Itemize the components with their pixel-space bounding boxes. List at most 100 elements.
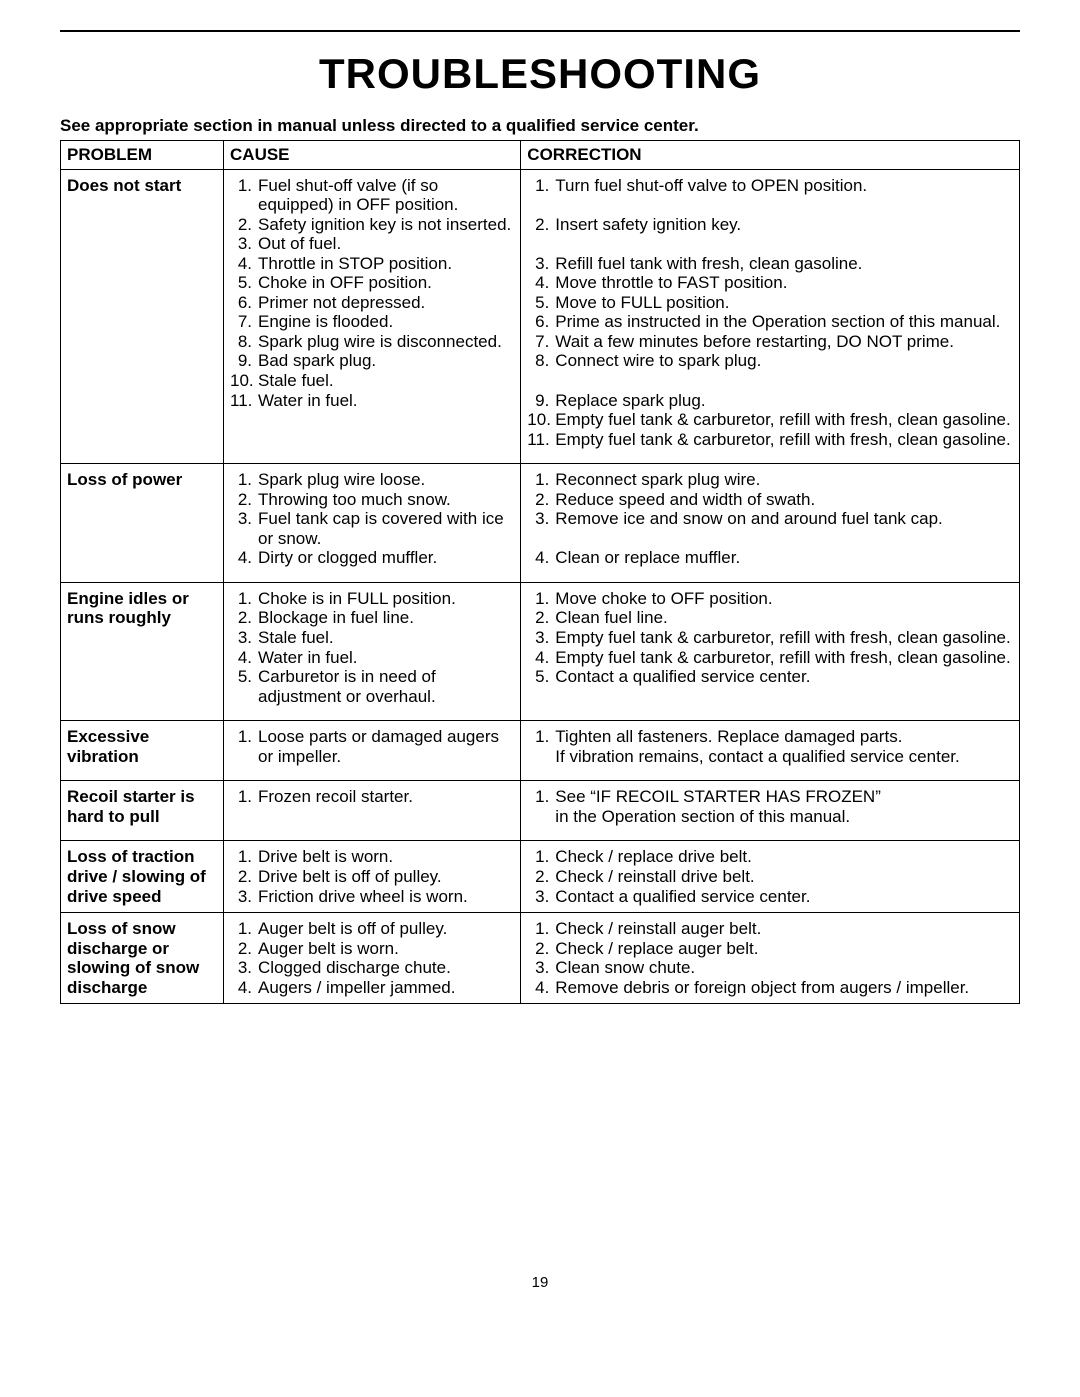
list-item-number: 8. (230, 332, 258, 352)
list-item (527, 529, 1013, 549)
list-item-number: 5. (527, 293, 555, 313)
list-item-text: If vibration remains, contact a qualifie… (555, 747, 1013, 767)
problem-cell: Loss of traction drive / slowing of driv… (61, 841, 224, 913)
cause-cell: 1.Spark plug wire loose.2.Throwing too m… (224, 464, 521, 583)
list-item-text: Water in fuel. (258, 648, 514, 668)
list-item-number: 11. (527, 430, 555, 450)
list-item: 4.Dirty or clogged muffler. (230, 548, 514, 568)
list-item-text: Throwing too much snow. (258, 490, 514, 510)
list-item-text: Choke is in FULL position. (258, 589, 514, 609)
list-item-text: Check / replace auger belt. (555, 939, 1013, 959)
list-item-text (555, 529, 1013, 549)
list-item: 1.Turn fuel shut-off valve to OPEN posit… (527, 176, 1013, 196)
table-row: Loss of traction drive / slowing of driv… (61, 841, 1020, 913)
correction-cell: 1.Turn fuel shut-off valve to OPEN posit… (521, 169, 1020, 464)
list-item: 5.Choke in OFF position. (230, 273, 514, 293)
list-item-text: Auger belt is off of pulley. (258, 919, 514, 939)
list-item: 5.Move to FULL position. (527, 293, 1013, 313)
problem-label: Loss of traction drive / slowing of driv… (67, 847, 206, 905)
list-item-text: Engine is flooded. (258, 312, 514, 332)
list-item: 3.Empty fuel tank & carburetor, refill w… (527, 628, 1013, 648)
list-item-number: 1. (230, 727, 258, 747)
problem-label: Recoil starter is hard to pull (67, 787, 195, 826)
list-item: 3.Remove ice and snow on and around fuel… (527, 509, 1013, 529)
list-item-number: 8. (527, 351, 555, 371)
list-item: 6.Prime as instructed in the Operation s… (527, 312, 1013, 332)
numbered-list: 1.Fuel shut-off valve (if so equipped) i… (230, 176, 514, 411)
numbered-list: 1.Check / replace drive belt.2.Check / r… (527, 847, 1013, 906)
list-item-number: 2. (230, 215, 258, 235)
list-item-text: Insert safety ignition key. (555, 215, 1013, 235)
table-row: Does not start 1.Fuel shut-off valve (if … (61, 169, 1020, 464)
list-item: 2.Safety ignition key is not inserted. (230, 215, 514, 235)
cause-cell: 1.Loose parts or damaged augers or impel… (224, 721, 521, 781)
list-item (527, 195, 1013, 215)
list-item-text: Contact a qualified service center. (555, 667, 1013, 687)
problem-cell: Loss of power (61, 464, 224, 583)
list-item: 4.Remove debris or foreign object from a… (527, 978, 1013, 998)
list-item-number: 3. (527, 509, 555, 529)
list-item: 7.Engine is flooded. (230, 312, 514, 332)
list-item-text: Friction drive wheel is worn. (258, 887, 514, 907)
list-item: 1.Fuel shut-off valve (if so equipped) i… (230, 176, 514, 215)
list-item-text: Clogged discharge chute. (258, 958, 514, 978)
problem-cell: Recoil starter is hard to pull (61, 781, 224, 841)
list-item-number: 2. (527, 867, 555, 887)
list-item: 3.Refill fuel tank with fresh, clean gas… (527, 254, 1013, 274)
table-header-row: PROBLEM CAUSE CORRECTION (61, 141, 1020, 170)
list-item-text: Dirty or clogged muffler. (258, 548, 514, 568)
numbered-list: 1.Spark plug wire loose.2.Throwing too m… (230, 470, 514, 568)
list-item: 4.Clean or replace muffler. (527, 548, 1013, 568)
list-item: 3.Out of fuel. (230, 234, 514, 254)
list-item-text: in the Operation section of this manual. (555, 807, 1013, 827)
list-item: If vibration remains, contact a qualifie… (527, 747, 1013, 767)
list-item: 1.Reconnect spark plug wire. (527, 470, 1013, 490)
list-item-number: 10. (527, 410, 555, 430)
list-item: 1.Move choke to OFF position. (527, 589, 1013, 609)
list-item: 2.Insert safety ignition key. (527, 215, 1013, 235)
numbered-list: 1.Frozen recoil starter. (230, 787, 514, 807)
list-item: 4.Water in fuel. (230, 648, 514, 668)
list-item-number: 3. (527, 254, 555, 274)
list-item: 1.Auger belt is off of pulley. (230, 919, 514, 939)
list-item-number: 6. (230, 293, 258, 313)
list-item: 3.Fuel tank cap is covered with ice or s… (230, 509, 514, 548)
list-item-number: 1. (527, 589, 555, 609)
problem-label: Does not start (67, 176, 181, 195)
top-rule (60, 30, 1020, 32)
list-item: 9.Replace spark plug. (527, 391, 1013, 411)
problem-cell: Engine idles or runs roughly (61, 582, 224, 720)
cause-cell: 1.Fuel shut-off valve (if so equipped) i… (224, 169, 521, 464)
list-item: 4.Empty fuel tank & carburetor, refill w… (527, 648, 1013, 668)
list-item: 4.Move throttle to FAST position. (527, 273, 1013, 293)
list-item-text: Remove debris or foreign object from aug… (555, 978, 1013, 998)
list-item-number: 4. (230, 978, 258, 998)
list-item-text: Tighten all fasteners. Replace damaged p… (555, 727, 1013, 747)
list-item-number: 7. (527, 332, 555, 352)
list-item-number: 1. (230, 589, 258, 609)
numbered-list: 1.See “IF RECOIL STARTER HAS FROZEN”in t… (527, 787, 1013, 826)
list-item-text: Stale fuel. (258, 628, 514, 648)
table-row: Excessive vibration1.Loose parts or dama… (61, 721, 1020, 781)
list-item-number: 9. (230, 351, 258, 371)
list-item-number: 1. (527, 176, 555, 196)
list-item: 2.Blockage in fuel line. (230, 608, 514, 628)
list-item: 2.Check / reinstall drive belt. (527, 867, 1013, 887)
list-item-number: 1. (230, 470, 258, 490)
list-item: 1.Check / replace drive belt. (527, 847, 1013, 867)
col-header-problem: PROBLEM (61, 141, 224, 170)
list-item: 4.Throttle in STOP position. (230, 254, 514, 274)
list-item-text: Wait a few minutes before restarting, DO… (555, 332, 1013, 352)
list-item-text: Frozen recoil starter. (258, 787, 514, 807)
numbered-list: 1.Check / reinstall auger belt.2.Check /… (527, 919, 1013, 997)
list-item-text: Auger belt is worn. (258, 939, 514, 959)
list-item-number: 3. (230, 234, 258, 254)
correction-cell: 1.Tighten all fasteners. Replace damaged… (521, 721, 1020, 781)
list-item-text: Reduce speed and width of swath. (555, 490, 1013, 510)
list-item-number: 1. (527, 919, 555, 939)
list-item-text: Primer not depressed. (258, 293, 514, 313)
list-item-text: Check / replace drive belt. (555, 847, 1013, 867)
numbered-list: 1.Turn fuel shut-off valve to OPEN posit… (527, 176, 1013, 450)
col-header-cause: CAUSE (224, 141, 521, 170)
list-item: 3.Clogged discharge chute. (230, 958, 514, 978)
